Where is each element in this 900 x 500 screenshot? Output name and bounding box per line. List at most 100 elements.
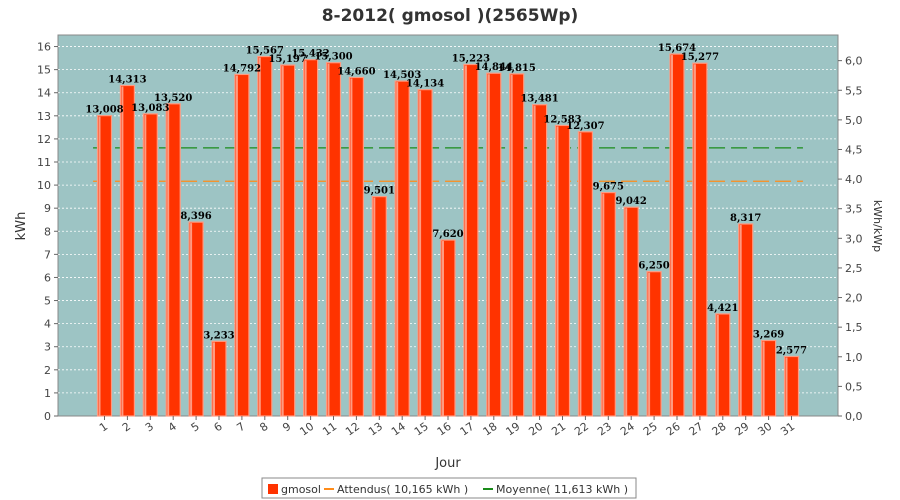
data-label-day-1: 13,008 (85, 105, 123, 116)
y2-tick-label: 6,0 (845, 55, 863, 68)
data-label-day-4: 13,520 (154, 93, 192, 104)
legend: gmosol Attendus( 10,165 kWh ) Moyenne( 1… (261, 477, 637, 499)
legend-box (261, 477, 637, 499)
bar-highlight-11 (327, 63, 330, 416)
bar-highlight-19 (510, 74, 513, 417)
x-tick-label: 10 (297, 420, 316, 439)
data-label-day-19: 14,815 (498, 63, 536, 74)
x-tick-label: 29 (732, 420, 751, 439)
x-tick-label: 2 (120, 420, 133, 435)
data-label-day-22: 12,307 (566, 121, 604, 132)
legend-label-moyenne: Moyenne( 11,613 kWh ) (496, 483, 628, 496)
y-tick-label: 9 (44, 202, 51, 215)
x-tick-label: 13 (366, 420, 385, 439)
x-tick-label: 25 (641, 420, 660, 439)
y-tick-label: 1 (44, 387, 51, 400)
y2-tick-label: 0,0 (845, 410, 863, 423)
legend-label-attendus: Attendus( 10,165 kWh ) (337, 483, 468, 496)
reference-lines (93, 147, 803, 182)
data-label-day-21: 12,583 (543, 114, 581, 125)
x-tick-label: 1 (97, 420, 110, 435)
legend-swatch-gmosol (268, 484, 278, 494)
x-tick-label: 21 (549, 420, 568, 439)
data-label-day-13: 9,501 (364, 186, 395, 197)
bar-highlight-6 (213, 342, 215, 416)
y-tick-label: 4 (44, 318, 51, 331)
x-tick-label: 12 (343, 420, 362, 439)
bar-highlight-20 (533, 105, 536, 416)
x-tick-label: 23 (595, 420, 614, 439)
y2-tick-label: 2,0 (845, 292, 863, 305)
y2-axis-title: kWh/kWp (871, 200, 884, 252)
data-label-day-14: 14,503 (383, 70, 421, 81)
bar-highlight-10 (304, 60, 307, 416)
data-label-day-24: 9,042 (616, 196, 647, 207)
y-tick-label: 6 (44, 271, 51, 284)
x-tick-label: 22 (572, 420, 591, 439)
data-label-day-27: 15,277 (681, 52, 719, 63)
y-tick-label: 5 (44, 295, 51, 308)
data-label-day-11: 15,300 (314, 52, 352, 63)
bar-highlight-2 (121, 86, 124, 416)
data-label-day-7: 14,792 (223, 63, 261, 74)
bar-highlight-29 (739, 224, 742, 416)
bar-highlight-30 (762, 341, 765, 416)
data-label-day-20: 13,481 (520, 94, 558, 105)
y2-tick-label: 1,5 (845, 321, 863, 334)
y2-tick-label: 1,0 (845, 351, 863, 364)
y-tick-label: 12 (37, 133, 51, 146)
bar-highlight-26 (671, 55, 673, 416)
data-label-day-6: 3,233 (203, 330, 234, 341)
data-label-day-18: 14,844 (475, 62, 513, 73)
bar-highlight-17 (464, 65, 467, 416)
data-label-day-8: 15,567 (246, 46, 284, 57)
x-tick-label: 20 (526, 420, 545, 439)
y2-tick-label: 5,5 (845, 84, 863, 97)
y2-tick-label: 4,0 (845, 173, 863, 186)
bar-highlight-15 (419, 90, 422, 416)
data-label-day-10: 15,432 (291, 49, 329, 60)
bar-highlight-5 (190, 223, 193, 416)
bar-highlight-16 (442, 241, 444, 416)
bar-highlight-9 (281, 66, 284, 416)
data-label-day-9: 15,197 (269, 54, 307, 65)
x-tick-label: 5 (189, 420, 202, 435)
x-tick-label: 17 (458, 420, 477, 439)
x-tick-label: 27 (687, 420, 706, 439)
x-tick-label: 28 (710, 420, 729, 439)
bar-highlight-27 (693, 64, 696, 417)
x-tick-label: 9 (280, 420, 293, 435)
x-tick-label: 7 (234, 420, 247, 435)
bar-highlight-13 (373, 197, 376, 416)
y2-axis: 0,0 0,5 1,0 1,5 2,0 2,5 3,0 3,5 4,0 4,5 5,0 5,5 6,0 (838, 55, 863, 423)
bar-highlight-7 (235, 75, 238, 416)
bar-highlight-31 (785, 357, 788, 416)
data-label-day-26: 15,674 (658, 43, 696, 54)
y-tick-label: 13 (37, 110, 51, 123)
y-axis-title: kWh (14, 212, 29, 241)
data-label-day-29: 8,317 (730, 213, 761, 224)
bar-highlight-21 (556, 126, 559, 417)
y2-tick-label: 3,0 (845, 232, 863, 245)
x-tick-label: 18 (481, 420, 500, 439)
data-label-day-12: 14,660 (337, 66, 375, 77)
y-tick-label: 0 (44, 410, 51, 423)
x-tick-label: 26 (664, 420, 683, 439)
y-tick-label: 11 (37, 156, 51, 169)
bar-highlight-18 (487, 74, 490, 416)
x-tick-label: 24 (618, 420, 637, 439)
data-label-day-31: 2,577 (776, 345, 807, 356)
grid-lines (58, 46, 838, 394)
bar-highlight-22 (579, 132, 582, 416)
bars (96, 53, 800, 417)
y2-tick-label: 5,0 (845, 114, 863, 127)
y-tick-label: 2 (44, 364, 51, 377)
y-tick-label: 10 (37, 179, 51, 192)
legend-label-gmosol: gmosol (281, 483, 321, 496)
data-label-day-17: 15,223 (452, 53, 490, 64)
bar-highlight-24 (625, 208, 628, 416)
x-tick-label: 15 (412, 420, 431, 439)
x-tick-label: 30 (755, 420, 774, 439)
data-label-day-2: 14,313 (108, 74, 146, 85)
